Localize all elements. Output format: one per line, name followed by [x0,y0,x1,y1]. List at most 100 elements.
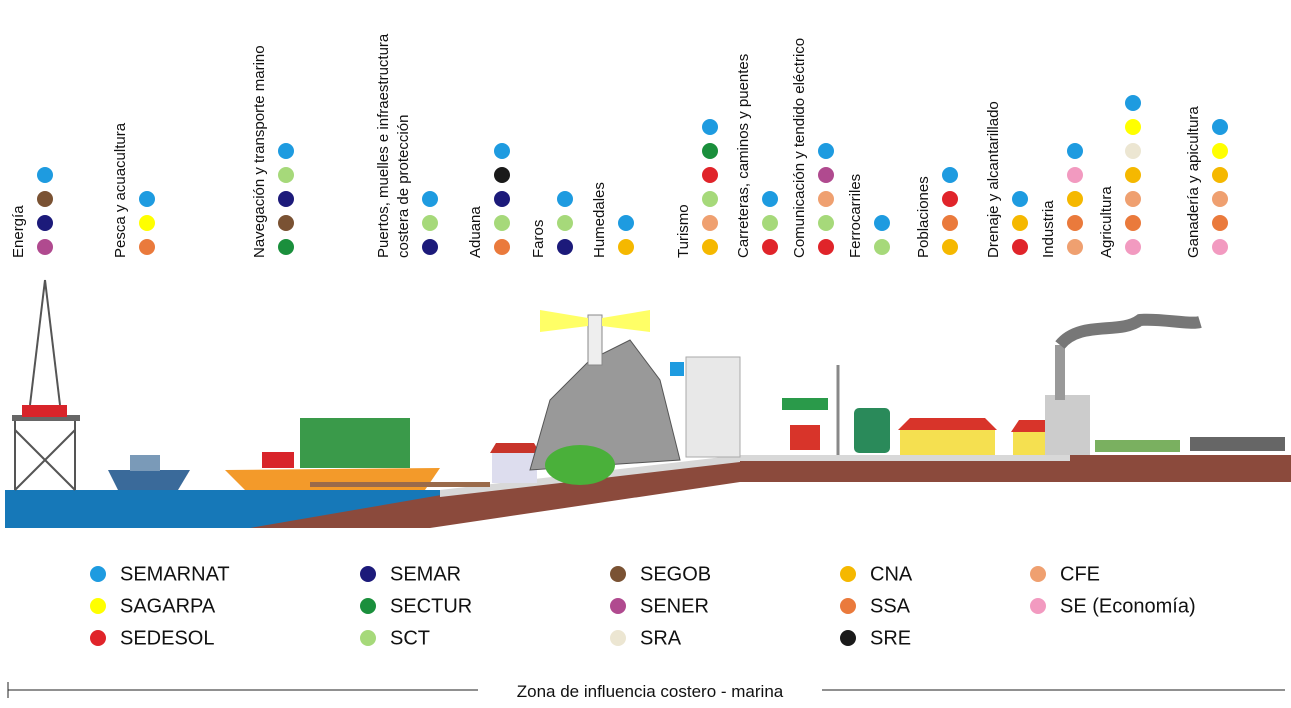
activity-label: Ferrocarriles [847,174,864,258]
fishing-boat [108,470,190,490]
agency-dot [278,143,294,159]
customs-building [492,453,537,483]
agency-dot [37,239,53,255]
agency-dot [1012,215,1028,231]
rig-house [22,405,67,417]
light-beam [540,310,588,332]
agency-dot [702,215,718,231]
oil-rig [14,279,76,491]
pier [310,482,490,487]
legend-swatch [1030,566,1046,582]
activity-label: Industria [1040,200,1057,258]
agency-dot [1067,239,1083,255]
train [854,408,890,453]
legend-label: SENER [640,595,709,617]
agency-dot [1067,215,1083,231]
agency-dot [618,215,634,231]
agency-dot [618,239,634,255]
activity-label: Turismo [675,204,692,258]
agency-dot [818,143,834,159]
agency-dot [278,167,294,183]
agency-dot [37,167,53,183]
hotel [685,356,741,458]
activity-label: Energía [10,205,27,258]
agency-dot [1012,239,1028,255]
agency-dot [1125,191,1141,207]
activity-label: Ganadería y apicultura [1185,106,1202,258]
legend-swatch [90,598,106,614]
activity-label: Puertos, muelles e infraestructura [375,33,392,258]
legend-swatch [360,630,376,646]
agency-dot [1125,119,1141,135]
legend-label: SECTUR [390,595,472,617]
legend: SEMARNAT SAGARPA SEDESOL SEMAR SECTUR SCT SEGO… [90,563,1196,649]
agency-dot [494,191,510,207]
agency-dot [702,143,718,159]
lighthouse [587,314,603,366]
agency-dot [139,215,155,231]
activity-label: Humedales [591,182,608,258]
roof [1011,420,1053,432]
activity-label: Aduana [467,206,484,258]
agency-dot [1212,119,1228,135]
containers [300,418,410,468]
agency-dot [942,239,958,255]
activity-label: Comunicación y tendido eléctrico [791,38,808,258]
activity-label: Poblaciones [915,176,932,258]
agency-dot [1125,215,1141,231]
agency-dot [1067,167,1083,183]
agency-dot [1125,167,1141,183]
activity-label: costera de protección [395,115,412,258]
legend-swatch [610,598,626,614]
agency-dot [762,215,778,231]
legend-label: SEMARNAT [120,563,230,585]
agency-dot [702,167,718,183]
agency-dot [1012,191,1028,207]
agency-dot [278,191,294,207]
legend-label: SE (Economía) [1060,595,1196,617]
agency-dot [1212,143,1228,159]
agency-dot [1212,215,1228,231]
road-sign [782,398,828,410]
agency-dot [942,191,958,207]
legend-swatch [840,566,856,582]
agency-dot [1212,239,1228,255]
boat-cabin [130,455,160,471]
ship-bridge [262,452,294,468]
legend-label: SRE [870,627,911,649]
smoke [1055,313,1202,350]
agency-dot [139,191,155,207]
legend-label: SEGOB [640,563,711,585]
legend-swatch [90,630,106,646]
rock [529,339,681,471]
agency-dot [818,191,834,207]
hotel-sign [670,362,684,376]
landscape [5,279,1291,528]
agency-dot [702,239,718,255]
legend-label: SCT [390,627,430,649]
activity-label: Pesca y acuacultura [112,122,129,258]
legend-label: SSA [870,595,911,617]
agency-dot [942,167,958,183]
agency-dot [1067,143,1083,159]
activities: Energía Pesca y acuacultura Navegación y t… [10,33,1228,258]
footer-bg [478,678,822,702]
agency-dot [557,215,573,231]
agency-dot [494,239,510,255]
roofs [898,418,997,430]
legend-swatch [360,566,376,582]
footer: Zona de influencia costero - marina [517,682,784,701]
activity-label: Navegación y transporte marino [251,45,268,258]
legend-swatch [840,598,856,614]
agency-dot [874,239,890,255]
activity-label: Drenaje y alcantarillado [985,101,1002,258]
legend-label: SEMAR [390,563,461,585]
cattle [1190,437,1285,451]
agency-dot [422,215,438,231]
legend-label: SRA [640,627,682,649]
agency-dot [818,239,834,255]
agency-dot [494,215,510,231]
houses [900,428,995,455]
legend-label: CFE [1060,563,1100,585]
